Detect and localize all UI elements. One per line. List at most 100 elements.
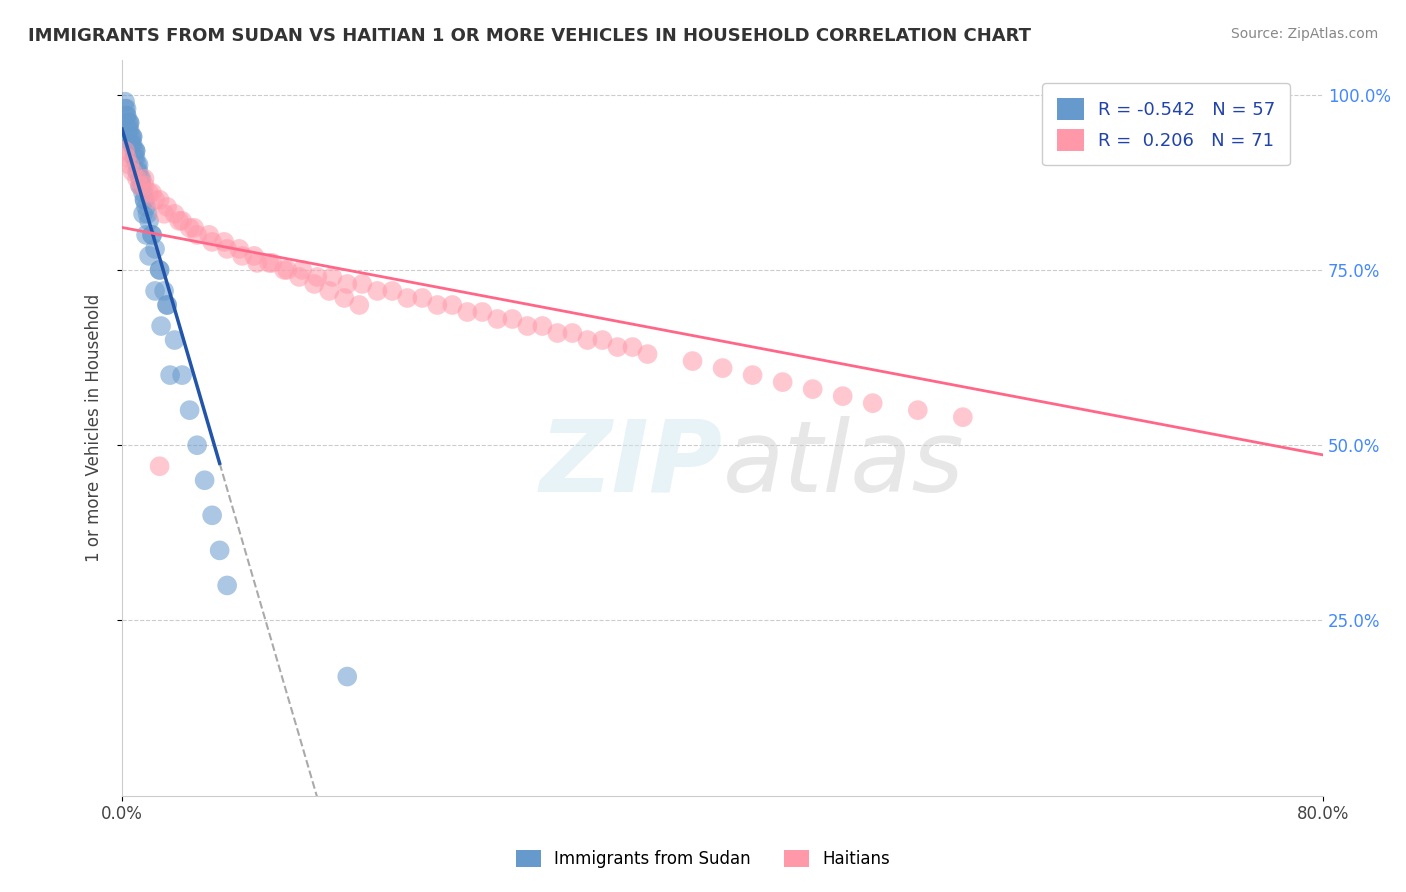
Point — [114, 102, 136, 116]
Text: ZIP: ZIP — [540, 416, 723, 513]
Point — [129, 178, 152, 193]
Point — [621, 340, 644, 354]
Point — [381, 284, 404, 298]
Point — [115, 151, 138, 165]
Point — [125, 158, 148, 172]
Point — [606, 340, 628, 354]
Point — [128, 158, 150, 172]
Point — [592, 333, 614, 347]
Point — [122, 144, 145, 158]
Point — [546, 326, 568, 340]
Point — [801, 382, 824, 396]
Point — [141, 186, 163, 200]
Point — [117, 122, 139, 136]
Point — [153, 207, 176, 221]
Point — [212, 235, 235, 249]
Point — [831, 389, 853, 403]
Point — [143, 193, 166, 207]
Point — [149, 263, 172, 277]
Point — [1237, 102, 1260, 116]
Point — [132, 186, 155, 200]
Point — [118, 158, 141, 172]
Point — [163, 333, 186, 347]
Y-axis label: 1 or more Vehicles in Household: 1 or more Vehicles in Household — [86, 293, 103, 562]
Point — [217, 578, 239, 592]
Point — [136, 207, 159, 221]
Point — [149, 193, 172, 207]
Point — [637, 347, 659, 361]
Point — [143, 284, 166, 298]
Point — [131, 178, 153, 193]
Point — [149, 459, 172, 474]
Point — [318, 284, 340, 298]
Point — [486, 312, 509, 326]
Point — [163, 207, 186, 221]
Point — [243, 249, 266, 263]
Point — [114, 95, 136, 109]
Point — [172, 368, 194, 383]
Point — [117, 116, 139, 130]
Legend: R = -0.542   N = 57, R =  0.206   N = 71: R = -0.542 N = 57, R = 0.206 N = 71 — [1042, 83, 1291, 165]
Point — [336, 277, 359, 291]
Text: atlas: atlas — [723, 416, 965, 513]
Point — [149, 263, 172, 277]
Point — [134, 178, 156, 193]
Point — [125, 171, 148, 186]
Point — [576, 333, 599, 347]
Point — [682, 354, 704, 368]
Point — [336, 669, 359, 683]
Point — [217, 242, 239, 256]
Point — [134, 193, 156, 207]
Point — [183, 220, 205, 235]
Point — [156, 298, 179, 312]
Point — [141, 227, 163, 242]
Point — [456, 305, 478, 319]
Point — [208, 543, 231, 558]
Point — [396, 291, 419, 305]
Point — [138, 249, 160, 263]
Point — [186, 227, 208, 242]
Point — [125, 165, 148, 179]
Point — [201, 508, 224, 523]
Point — [531, 318, 554, 333]
Point — [302, 277, 325, 291]
Point — [121, 136, 143, 151]
Point — [132, 207, 155, 221]
Point — [741, 368, 763, 383]
Point — [134, 171, 156, 186]
Text: Source: ZipAtlas.com: Source: ZipAtlas.com — [1230, 27, 1378, 41]
Point — [262, 256, 284, 270]
Point — [186, 438, 208, 452]
Point — [129, 178, 152, 193]
Point — [118, 122, 141, 136]
Point — [135, 227, 157, 242]
Point — [179, 220, 201, 235]
Point — [772, 375, 794, 389]
Point — [129, 171, 152, 186]
Point — [711, 361, 734, 376]
Point — [120, 129, 142, 144]
Point — [121, 165, 143, 179]
Point — [231, 249, 253, 263]
Point — [471, 305, 494, 319]
Point — [150, 318, 173, 333]
Point — [273, 263, 295, 277]
Point — [862, 396, 884, 410]
Point — [115, 102, 138, 116]
Point — [179, 403, 201, 417]
Point — [201, 235, 224, 249]
Point — [122, 151, 145, 165]
Point — [321, 269, 343, 284]
Point — [115, 109, 138, 123]
Point — [114, 144, 136, 158]
Point — [411, 291, 433, 305]
Point — [128, 165, 150, 179]
Point — [124, 151, 146, 165]
Point — [124, 144, 146, 158]
Point — [426, 298, 449, 312]
Point — [307, 269, 329, 284]
Point — [120, 136, 142, 151]
Point — [172, 214, 194, 228]
Point — [561, 326, 583, 340]
Point — [952, 410, 974, 425]
